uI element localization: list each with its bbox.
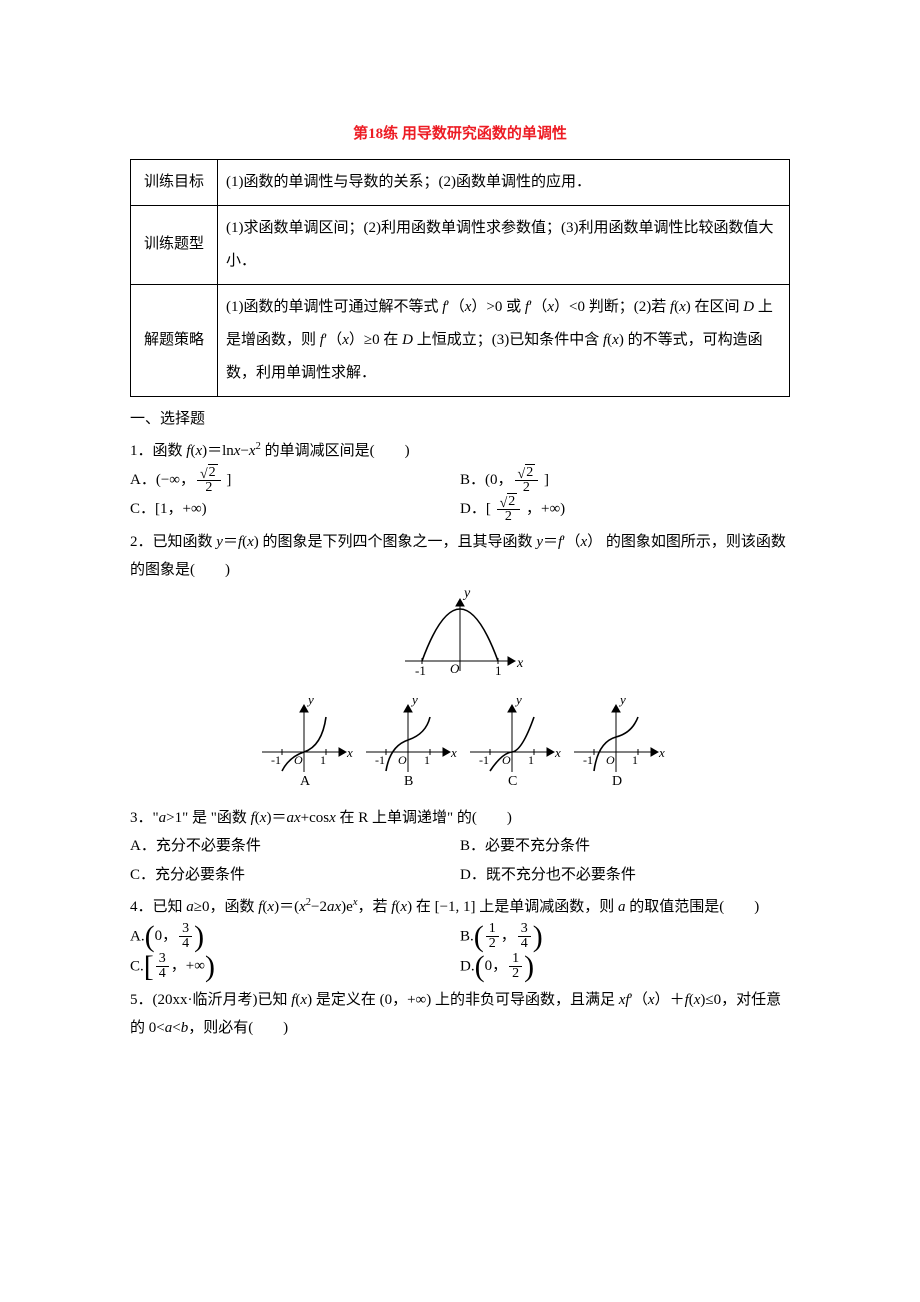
svg-text:1: 1 [424, 753, 430, 767]
svg-text:-1: -1 [415, 663, 426, 678]
q4-options: A.(0，34) B.(12，34) C.[34，+∞) D.(0，12) [130, 922, 790, 982]
q2-option-graphs: y x -1 O 1 A y x -1 O 1 B [130, 697, 790, 798]
svg-text:1: 1 [632, 753, 638, 767]
svg-text:-1: -1 [271, 753, 281, 767]
svg-text:y: y [618, 692, 626, 707]
q4-optC: C.[34，+∞) [130, 952, 460, 982]
q2-graph-C: y x -1 O 1 C [462, 697, 562, 787]
svg-text:y: y [462, 586, 471, 601]
svg-text:-1: -1 [479, 753, 489, 767]
svg-text:1: 1 [320, 753, 326, 767]
q1-optC: C．[1，+∞) [130, 495, 460, 524]
question-1: 1．函数 f(x)＝lnx−x2 的单调减区间是( ) [130, 437, 790, 466]
svg-text:x: x [346, 745, 353, 760]
svg-text:O: O [398, 753, 407, 767]
title-text: 第18练 用导数研究函数的单调性 [353, 126, 567, 142]
question-5: 5．(20xx·临沂月考)已知 f(x) 是定义在 (0，+∞) 上的非负可导函… [130, 986, 790, 1043]
svg-text:-1: -1 [583, 753, 593, 767]
table-row-label: 解题策略 [131, 284, 218, 396]
summary-table: 训练目标(1)函数的单调性与导数的关系；(2)函数单调性的应用．训练题型(1)求… [130, 159, 790, 397]
page-title: 第18练 用导数研究函数的单调性 [130, 120, 790, 149]
svg-text:O: O [502, 753, 511, 767]
q4-optA: A.(0，34) [130, 922, 460, 952]
table-row-content: (1)函数的单调性与导数的关系；(2)函数单调性的应用． [218, 159, 790, 205]
svg-text:x: x [516, 656, 524, 671]
q3-optA: A．充分不必要条件 [130, 832, 460, 861]
q1-optD: D．[ 22 ，+∞) [460, 495, 790, 524]
svg-text:x: x [450, 745, 457, 760]
question-2: 2．已知函数 y＝f(x) 的图象是下列四个图象之一，且其导函数 y＝f′（x）… [130, 528, 790, 585]
q2-graph-A: y x -1 O 1 A [254, 697, 354, 787]
svg-text:x: x [658, 745, 665, 760]
svg-text:1: 1 [495, 663, 502, 678]
q1-optB: B．(0，22 ] [460, 466, 790, 495]
svg-text:y: y [410, 692, 418, 707]
svg-text:C: C [508, 774, 517, 789]
svg-text:O: O [294, 753, 303, 767]
table-row-content: (1)求函数单调区间；(2)利用函数单调性求参数值；(3)利用函数单调性比较函数… [218, 205, 790, 284]
svg-text:y: y [514, 692, 522, 707]
q1-options: A．(−∞，22 ] B．(0，22 ] C．[1，+∞) D．[ 22 ，+∞… [130, 466, 790, 524]
section-heading: 一、选择题 [130, 405, 790, 434]
q2-graph-B: y x -1 O 1 B [358, 697, 458, 787]
table-row-label: 训练题型 [131, 205, 218, 284]
svg-text:-1: -1 [375, 753, 385, 767]
q2-derivative-graph: y x O -1 1 [130, 591, 790, 692]
svg-text:O: O [606, 753, 615, 767]
table-row-label: 训练目标 [131, 159, 218, 205]
q3-options: A．充分不必要条件 B．必要不充分条件 C．充分必要条件 D．既不充分也不必要条… [130, 832, 790, 889]
svg-text:B: B [404, 774, 413, 789]
q2-graph-D: y x -1 O 1 D [566, 697, 666, 787]
svg-text:1: 1 [528, 753, 534, 767]
q3-optB: B．必要不充分条件 [460, 832, 790, 861]
q4-optB: B.(12，34) [460, 922, 790, 952]
q1-optA: A．(−∞，22 ] [130, 466, 460, 495]
q3-optD: D．既不充分也不必要条件 [460, 861, 790, 890]
table-row-content: (1)函数的单调性可通过解不等式 f′（x）>0 或 f′（x）<0 判断；(2… [218, 284, 790, 396]
svg-text:x: x [554, 745, 561, 760]
question-4: 4．已知 a≥0，函数 f(x)＝(x2−2ax)ex，若 f(x) 在 [−1… [130, 893, 790, 922]
svg-text:A: A [300, 774, 311, 789]
svg-text:O: O [450, 661, 460, 676]
svg-text:y: y [306, 692, 314, 707]
q3-optC: C．充分必要条件 [130, 861, 460, 890]
question-3: 3．"a>1" 是 "函数 f(x)＝ax+cosx 在 R 上单调递增" 的(… [130, 804, 790, 833]
svg-text:D: D [612, 774, 622, 789]
q4-optD: D.(0，12) [460, 952, 790, 982]
